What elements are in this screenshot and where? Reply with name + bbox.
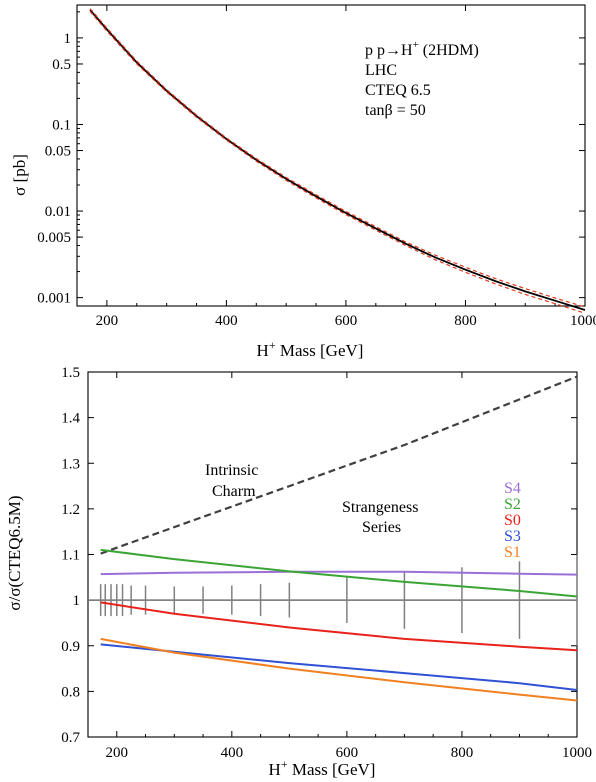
bottom-x-tick-label: 600 [336, 745, 359, 761]
top-y-tick-label: 0.1 [52, 117, 71, 133]
top-x-tick-label: 1000 [570, 313, 596, 329]
annotation-strangeness: Strangeness [342, 499, 418, 516]
top-y-tick-label: 0.05 [45, 144, 71, 160]
series-line-s4 [100, 570, 578, 576]
bottom-y-tick-label: 1.3 [61, 456, 80, 472]
legend-label-s0: S0 [504, 512, 521, 529]
annotation-tanbeta: tanβ = 50 [365, 102, 426, 119]
top-y-tick-label: 0.5 [52, 57, 71, 73]
bottom-y-tick-label: 1 [73, 593, 81, 609]
svg-text:p p→H+ (2HDM): p p→H+ (2HDM) [365, 39, 479, 59]
legend-label-s3: S3 [504, 528, 521, 545]
annotation-series: Series [362, 519, 401, 536]
top-y-tick-label: 0.001 [37, 291, 71, 307]
series-line-s2 [100, 548, 578, 598]
top-x-tick-label: 200 [96, 313, 119, 329]
top-series-lower-line [89, 11, 586, 314]
bottom-x-tick-label: 1000 [562, 745, 592, 761]
top-y-tick-label: 0.005 [37, 230, 71, 246]
bottom-y-tick-label: 1.2 [61, 502, 80, 518]
annotation-collider: LHC [365, 62, 397, 79]
top-plot-frame [76, 4, 586, 307]
top-y-axis-title: σ [pb] [10, 154, 29, 196]
top-series-central-line [89, 9, 586, 311]
legend-label-s1: S1 [504, 544, 521, 561]
top-x-tick-label: 600 [335, 313, 358, 329]
annotation-reaction: p p [365, 42, 385, 59]
series-line-s1 [100, 637, 578, 702]
bottom-x-tick-label: 800 [451, 745, 474, 761]
annotation-charm: Charm [212, 483, 256, 500]
top-x-tick-label: 800 [454, 313, 477, 329]
annotation-intrinsic: Intrinsic [205, 462, 258, 479]
legend-label-s4: S4 [504, 480, 521, 497]
annotation-model: (2HDM) [419, 42, 479, 59]
legend-label-s2: S2 [504, 496, 521, 513]
bottom-y-tick-label: 0.7 [61, 730, 80, 746]
bottom-y-tick-label: 0.8 [61, 684, 80, 700]
series-line-s0 [100, 601, 578, 652]
annotation-h: H [401, 42, 413, 59]
bottom-y-axis-title: σ/σ(CTEQ6.5M) [5, 495, 24, 610]
top-y-tick-label: 1 [64, 31, 72, 47]
top-x-tick-label: 400 [215, 313, 238, 329]
annotation-h-sup: + [413, 39, 419, 51]
series-line-intrinsic-charm [100, 375, 578, 555]
bottom-y-tick-label: 1.1 [61, 548, 80, 564]
top-y-tick-label: 0.01 [45, 204, 71, 220]
bottom-y-tick-label: 1.5 [61, 365, 80, 381]
bottom-y-tick-label: 1.4 [61, 411, 80, 427]
annotation-pdf: CTEQ 6.5 [365, 82, 431, 99]
bottom-x-tick-label: 200 [106, 745, 129, 761]
top-series-upper-line [89, 8, 586, 308]
bottom-y-tick-label: 0.9 [61, 639, 80, 655]
bottom-x-axis-title: H+ Mass [GeV] [269, 757, 376, 779]
top-x-axis-title: H+ Mass [GeV] [257, 338, 364, 360]
annotation-arrow: → [385, 42, 401, 59]
bottom-x-tick-label: 400 [221, 745, 244, 761]
top-annotation: p p→H+ (2HDM) LHC CTEQ 6.5 tanβ = 50 [365, 39, 479, 119]
